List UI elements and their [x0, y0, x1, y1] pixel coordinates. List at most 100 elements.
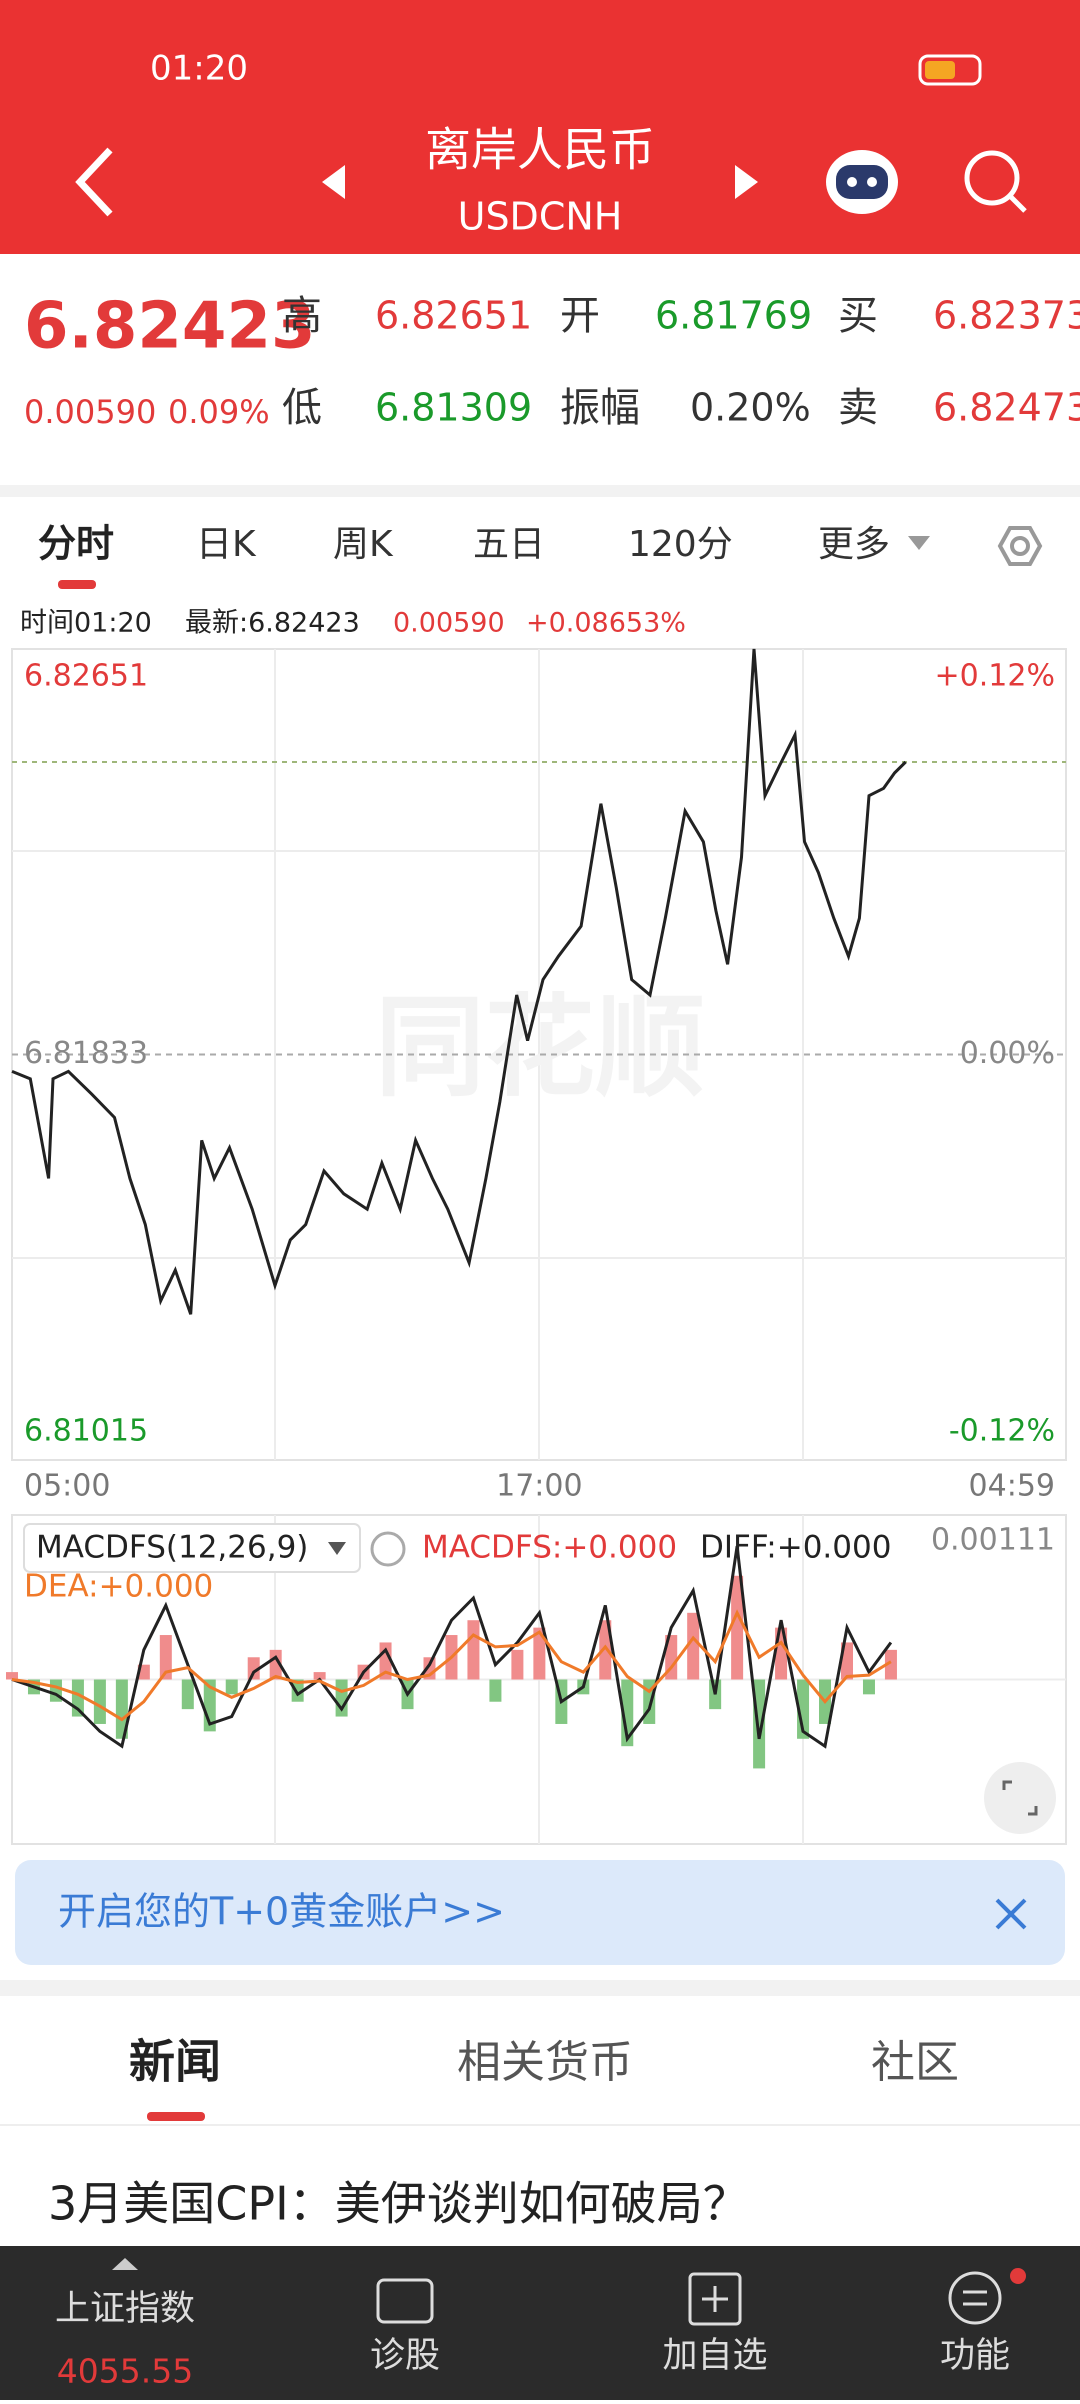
robot-button[interactable] [826, 150, 898, 214]
info-latest: 最新:6.82423 [185, 608, 360, 639]
indicator-name: MACDFS(12,26,9) [36, 1530, 308, 1566]
nav-label[interactable]: 诊股 [370, 2336, 440, 2376]
tab[interactable]: 周K [333, 524, 394, 565]
change: 0.00590 [24, 393, 156, 431]
x-tick-label: 17:00 [496, 1469, 582, 1504]
settings-button[interactable] [997, 526, 1043, 566]
legend-label: MACDFS:+0.000 [422, 1530, 677, 1566]
quote-value: 6.82473 [933, 386, 1080, 430]
tab-indicator [147, 2112, 205, 2121]
search-icon [1008, 194, 1027, 213]
expand-button[interactable] [984, 1762, 1056, 1834]
help-icon[interactable] [370, 1531, 406, 1567]
nav-icon [376, 2278, 434, 2324]
macd-bar [687, 1612, 700, 1680]
news-tab[interactable]: 新闻 [129, 2035, 221, 2089]
battery [918, 54, 982, 86]
tab[interactable]: 更多 [818, 524, 890, 565]
change-pct: 0.09% [168, 393, 270, 431]
dropdown-arrow [328, 1542, 346, 1555]
prev-button[interactable] [322, 165, 345, 199]
tab-indicator [58, 580, 96, 589]
macd-bar [511, 1649, 524, 1680]
index-value: 4055.55 [57, 2352, 193, 2391]
price-line [11, 648, 907, 1315]
header-subtitle: USDCNH [458, 195, 623, 239]
quote-label: 买 [838, 293, 878, 339]
quote-label: 低 [282, 385, 322, 431]
nav-icon [948, 2271, 1002, 2325]
quote-label: 卖 [838, 385, 878, 431]
y2-tick-label: 0.00% [960, 1036, 1055, 1071]
headline[interactable]: 3月美国CPI：美伊谈判如何破局？ [48, 2177, 749, 2231]
watermark: 同花顺 [375, 983, 705, 1111]
y2-tick-label: -0.12% [949, 1414, 1055, 1449]
banner[interactable] [15, 1860, 1065, 1965]
separator [0, 485, 1080, 497]
macd-bar [313, 1672, 326, 1680]
macd-bar [291, 1679, 304, 1702]
news-tab[interactable]: 相关货币 [457, 2037, 633, 2088]
tab[interactable]: 日K [196, 524, 257, 565]
quote-label: 高 [282, 293, 322, 339]
nav-label[interactable]: 加自选 [662, 2336, 767, 2376]
macd-bar [269, 1649, 282, 1680]
legend-label: DEA:+0.000 [24, 1569, 213, 1605]
indicator-select[interactable] [23, 1523, 361, 1573]
info-change-pct: +0.08653% [526, 608, 686, 639]
macd-bar [533, 1627, 546, 1680]
next-button[interactable] [735, 165, 758, 199]
macd-bar [6, 1672, 18, 1680]
back-button[interactable] [75, 147, 113, 217]
status-time: 01:20 [150, 49, 248, 89]
quote-value: 6.82373 [933, 294, 1080, 338]
quarter-grid [12, 649, 1066, 1460]
macd-bar [159, 1635, 172, 1680]
nav-icon [702, 2286, 728, 2312]
separator [0, 1980, 1080, 1996]
tab[interactable]: 120分 [628, 524, 733, 565]
tab[interactable]: 分时 [38, 522, 114, 566]
macd-legend: MACDFS(12,26,9) MACDFS:+0.000 DIFF:+0.00… [23, 1523, 891, 1605]
macd-bar [181, 1679, 194, 1710]
quote-value: 6.81309 [375, 386, 532, 430]
price: 6.82423 [24, 290, 316, 364]
banner-text: 开启您的T+0黄金账户>> [58, 1890, 505, 1934]
search-icon [964, 150, 1020, 206]
header-title: 离岸人民币 [425, 123, 655, 177]
macd-bar [731, 1575, 744, 1680]
y2-tick-label: +0.12% [935, 659, 1055, 694]
index-name[interactable]: 上证指数 [55, 2289, 195, 2329]
macd-line [11, 1609, 892, 1722]
macd-bar [467, 1620, 480, 1680]
macd-bar [665, 1635, 678, 1680]
y-tick-label: 6.81015 [24, 1414, 148, 1449]
nav-icon [963, 2290, 987, 2306]
nav-icon [688, 2272, 742, 2326]
y-tick-label: 0.00111 [931, 1523, 1055, 1558]
robot-eye [867, 177, 877, 187]
macd-bar [884, 1649, 897, 1680]
news-tab[interactable]: 社区 [871, 2037, 959, 2088]
macd-bar [489, 1679, 502, 1702]
quote-value: 6.81769 [655, 294, 812, 338]
y-tick-label: 6.82651 [24, 659, 148, 694]
macd-bar [862, 1679, 875, 1695]
expand-icon [1002, 1780, 1038, 1816]
robot-eye [847, 177, 857, 187]
y-tick-label: 6.81833 [24, 1036, 148, 1071]
search-button[interactable] [964, 150, 1027, 213]
macd-line [11, 1545, 893, 1749]
macd-bar [599, 1620, 612, 1680]
expand-arrow [112, 2258, 138, 2270]
macd-bar [93, 1679, 106, 1724]
header-bg [0, 0, 1080, 254]
close-button[interactable] [995, 1898, 1027, 1930]
nav-label[interactable]: 功能 [940, 2336, 1010, 2376]
macd-bar [115, 1679, 128, 1739]
tab[interactable]: 五日 [473, 524, 545, 565]
quote-value: 6.82651 [375, 294, 532, 338]
robot-face [836, 165, 888, 199]
